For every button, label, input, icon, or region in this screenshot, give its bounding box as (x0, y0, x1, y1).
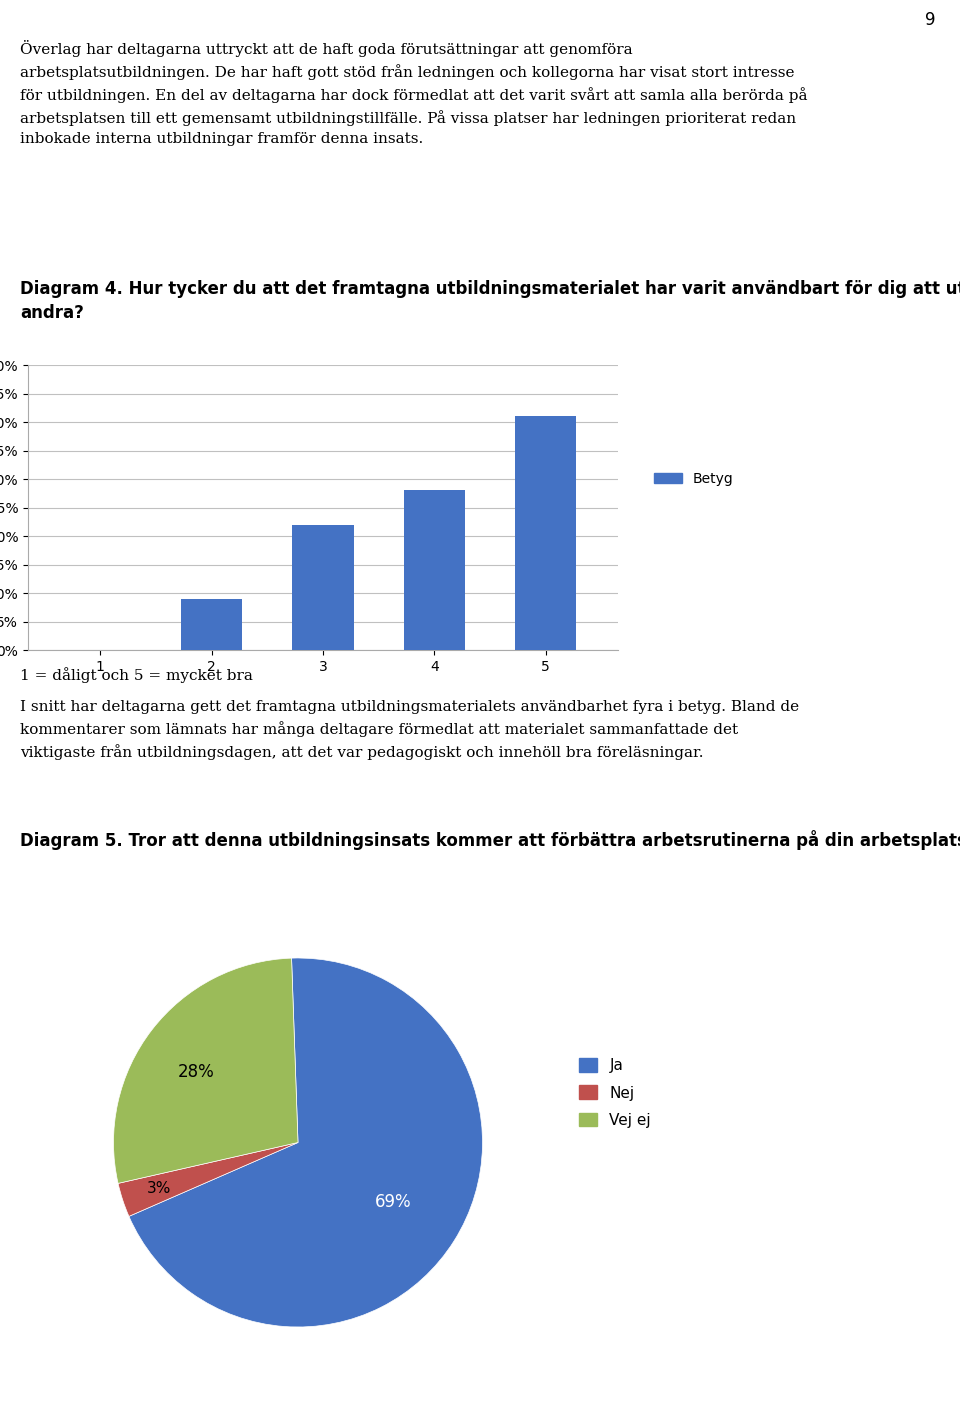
Wedge shape (118, 1143, 298, 1217)
Bar (181, 599, 242, 650)
Text: Diagram 4. Hur tycker du att det framtagna utbildningsmaterialet har varit använ: Diagram 4. Hur tycker du att det framtag… (20, 280, 960, 322)
Text: 9: 9 (925, 11, 936, 30)
Text: 69%: 69% (375, 1194, 412, 1211)
Text: 1 = dåligt och 5 = mycket bra: 1 = dåligt och 5 = mycket bra (20, 667, 252, 682)
Legend: Ja, Nej, Vej ej: Ja, Nej, Vej ej (573, 1053, 657, 1135)
Wedge shape (113, 958, 298, 1183)
Bar (404, 490, 465, 650)
Wedge shape (129, 958, 483, 1327)
Text: 3%: 3% (147, 1181, 171, 1195)
Bar (293, 524, 353, 650)
Bar (515, 417, 576, 650)
Text: 28%: 28% (178, 1063, 214, 1081)
Legend: Betyg: Betyg (649, 466, 739, 492)
Text: Överlag har deltagarna uttryckt att de haft goda förutsättningar att genomföra
a: Överlag har deltagarna uttryckt att de h… (20, 40, 807, 146)
Text: I snitt har deltagarna gett det framtagna utbildningsmaterialets användbarhet fy: I snitt har deltagarna gett det framtagn… (20, 699, 799, 760)
Text: Diagram 5. Tror att denna utbildningsinsats kommer att förbättra arbetsrutinerna: Diagram 5. Tror att denna utbildningsins… (20, 829, 960, 851)
